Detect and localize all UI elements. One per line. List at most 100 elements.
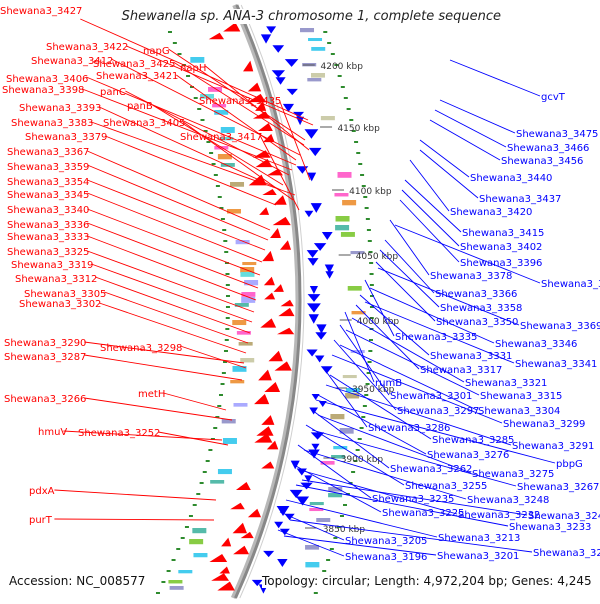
cog-feature-box <box>328 487 343 492</box>
scale-tick-mark <box>362 405 367 407</box>
gene-label-forward: Shewana3_3412 <box>31 56 113 67</box>
reverse-gene-arrow <box>266 26 277 34</box>
gene-label-forward: Shewana3_3302 <box>19 299 101 310</box>
scale-tick-mark <box>223 361 228 363</box>
reverse-gene-arrow <box>324 264 334 274</box>
cog-feature-box <box>230 182 245 187</box>
reverse-gene-arrow <box>263 550 275 558</box>
gene-leader-line-reverse <box>399 199 460 263</box>
gene-leader-line-reverse <box>439 99 516 134</box>
gene-leader-line-reverse <box>289 519 533 553</box>
gene-label-forward: Shewana3_3312 <box>15 274 97 285</box>
cog-feature-box <box>347 286 362 291</box>
scale-tick-mark <box>368 251 373 253</box>
forward-gene-arrow <box>254 433 273 443</box>
gene-label-forward: Shewana3_3405 <box>103 118 185 129</box>
cog-feature-box <box>221 419 236 424</box>
gene-leader-line-reverse <box>311 429 517 487</box>
cog-feature-box <box>217 469 232 475</box>
scale-tick-mark <box>213 427 218 429</box>
gene-leader-line-reverse <box>325 384 512 446</box>
reverse-gene-arrow <box>325 271 334 279</box>
cog-feature-box <box>330 414 345 420</box>
scale-tick-mark <box>213 174 218 176</box>
gene-leader-line-reverse <box>375 261 436 322</box>
scale-tick-mark <box>155 592 160 594</box>
kbp-tick-label: 4150 kbp <box>337 124 380 134</box>
gene-label-reverse: Shewana3_3369 <box>520 321 600 332</box>
scale-tick-mark <box>172 42 177 44</box>
gene-leader-line-reverse <box>301 479 528 516</box>
scale-tick-mark <box>368 350 373 352</box>
gene-label-reverse: Shewana3_3299 <box>503 419 585 430</box>
gene-leader-line-reverse <box>295 484 509 527</box>
gene-label-forward: Shewana3_3333 <box>7 232 89 243</box>
gene-label-forward: panC <box>100 87 126 98</box>
gene-leader-line-forward <box>84 397 233 421</box>
kbp-tick-label: 4200 kbp <box>321 62 364 72</box>
scale-tick-mark <box>220 383 225 385</box>
gene-leader-line-forward <box>87 179 266 251</box>
scale-tick-mark <box>205 460 210 462</box>
gene-label-reverse: gcvT <box>541 92 566 103</box>
scale-tick-mark <box>225 328 230 330</box>
gene-label-forward: Shewana3_3325 <box>7 247 89 258</box>
gene-label-reverse: Shewana3_3267 <box>517 482 599 493</box>
gene-label-forward: Shewana3_3319 <box>11 260 93 271</box>
forward-gene-arrow <box>279 240 292 250</box>
gene-leader-line-reverse <box>329 374 432 440</box>
reverse-gene-arrow <box>308 314 319 324</box>
cog-feature-box <box>232 366 247 372</box>
reverse-gene-arrow <box>271 70 286 78</box>
scale-tick-mark <box>355 449 360 451</box>
gene-label-forward: Shewana3_3421 <box>96 71 178 82</box>
gene-label-reverse: Shewana3_3248 <box>467 495 549 506</box>
forward-gene-arrow <box>223 22 241 32</box>
scale-tick-mark <box>368 339 373 341</box>
gene-leader-line-reverse <box>389 219 430 276</box>
gene-label-forward: Shewana3_3383 <box>11 118 93 129</box>
scale-tick-mark <box>313 592 318 594</box>
scale-tick-mark <box>365 218 370 220</box>
scale-tick-mark <box>329 548 334 550</box>
gene-label-forward: Shewana3_3359 <box>7 162 89 173</box>
scale-tick-mark <box>366 229 371 231</box>
gene-label-forward: pdxA <box>29 486 55 497</box>
scale-tick-mark <box>340 86 345 88</box>
forward-gene-arrow <box>230 502 245 510</box>
forward-gene-arrow <box>264 292 276 300</box>
forward-gene-arrow <box>270 228 281 238</box>
scale-tick-mark <box>209 152 214 154</box>
scale-tick-mark <box>322 570 327 572</box>
gene-label-forward: purT <box>29 515 53 526</box>
scale-tick-mark <box>219 207 224 209</box>
reverse-gene-arrow <box>306 250 319 258</box>
gene-leader-line-reverse <box>419 139 470 178</box>
scale-tick-mark <box>202 471 207 473</box>
gene-leader-line-forward <box>180 345 247 369</box>
gene-label-reverse: Shewana3_3401 <box>541 279 600 290</box>
gene-leader-line-reverse <box>409 159 450 212</box>
reverse-gene-arrow <box>286 88 298 96</box>
gene-label-forward: Shewana3_3354 <box>7 177 89 188</box>
gene-leader-line-forward <box>176 74 297 161</box>
cog-feature-box <box>244 280 259 286</box>
gene-label-reverse: Shewana3_3276 <box>427 450 509 461</box>
reverse-gene-arrow <box>251 579 263 587</box>
cog-feature-box <box>305 545 320 550</box>
cog-feature-box <box>337 172 352 178</box>
scale-tick-mark <box>333 537 338 539</box>
gene-leader-line-reverse <box>331 354 503 424</box>
gene-label-forward: Shewana3_3298 <box>100 343 182 354</box>
gene-label-forward: Shewana3_3305 <box>24 289 106 300</box>
reverse-gene-arrow <box>260 34 272 44</box>
reverse-gene-arrow <box>314 355 325 363</box>
scale-tick-mark <box>363 196 368 198</box>
forward-gene-arrow <box>263 276 275 286</box>
gene-label-reverse: Shewana3_3402 <box>460 242 542 253</box>
cog-feature-box <box>350 350 365 354</box>
gene-leader-line-reverse <box>449 59 541 97</box>
cog-feature-box <box>328 493 343 498</box>
